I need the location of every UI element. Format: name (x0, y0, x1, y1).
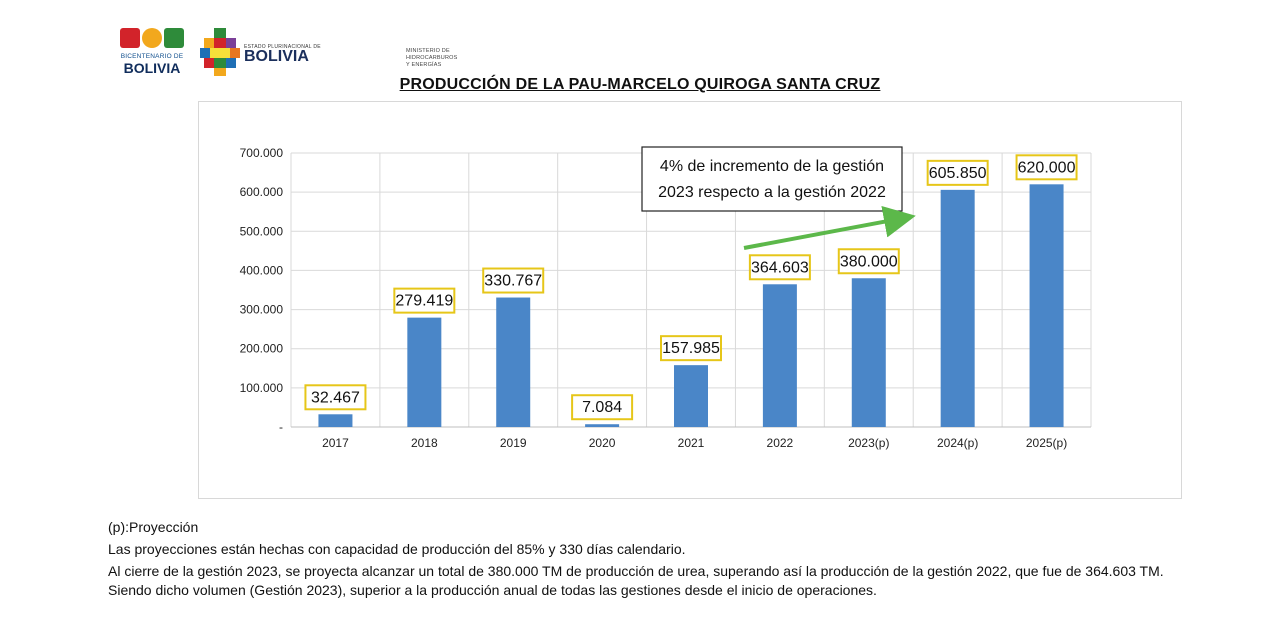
bar (318, 414, 353, 427)
data-label-box (482, 267, 545, 294)
bar (940, 189, 975, 427)
chart-frame: - 100.000 200.000 300.000 400.000 500.000 600.… (198, 101, 1182, 499)
data-label: 364.603 (751, 259, 809, 276)
annotation-box (641, 146, 903, 212)
data-label-box (571, 394, 634, 421)
bicentenario-subtitle: BICENTENARIO DE (120, 53, 184, 60)
data-label-box (837, 248, 900, 275)
y-tick-label: 200.000 (240, 342, 284, 356)
data-label-box (748, 254, 811, 281)
y-tick-label: 600.000 (240, 185, 284, 199)
bar (851, 278, 886, 427)
annotation-text: 4% de incremento de la gestión (660, 158, 884, 175)
bar (496, 297, 531, 427)
bar (1029, 184, 1064, 427)
estado-plurinacional-logo: ESTADO PLURINACIONAL DE BOLIVIA MINISTER… (200, 28, 457, 76)
bar (407, 317, 442, 427)
estado-subtitle: ESTADO PLURINACIONAL DE (244, 44, 321, 50)
note-summary: Al cierre de la gestión 2023, se proyect… (108, 563, 1164, 598)
bicentenario-name: BOLIVIA (123, 60, 181, 76)
data-label: 605.850 (929, 165, 987, 182)
data-label-box (926, 159, 989, 186)
data-label: 620.000 (1018, 159, 1076, 176)
ministerio-line: HIDROCARBUROS Y ENERGÍAS (406, 55, 458, 68)
data-label-box (304, 384, 367, 411)
data-label-box (1015, 154, 1078, 181)
y-tick-label: 500.000 (240, 224, 284, 238)
data-label: 330.767 (484, 273, 542, 290)
y-tick-label: 400.000 (240, 263, 284, 277)
annotation-text: 2023 respecto a la gestión 2022 (658, 184, 886, 201)
y-tick-label: 700.000 (240, 146, 284, 160)
increase-arrow-icon (743, 205, 916, 250)
y-tick-label: - (279, 420, 283, 434)
x-tick-label: 2017 (322, 436, 349, 450)
x-tick-label: 2022 (767, 436, 794, 450)
estado-name: BOLIVIA (244, 48, 309, 65)
bar (762, 284, 797, 427)
note-capacity: Las proyecciones están hechas con capaci… (108, 541, 686, 557)
x-tick-label: 2025(p) (1026, 436, 1067, 450)
page-title: PRODUCCIÓN DE LA PAU-MARCELO QUIROGA SAN… (399, 76, 881, 93)
production-bar-chart: - 100.000 200.000 300.000 400.000 500.000 600.… (240, 146, 1092, 450)
data-label-box (393, 287, 456, 314)
x-tick-label: 2024(p) (937, 436, 978, 450)
bar (585, 424, 620, 427)
x-tick-label: 2021 (678, 436, 705, 450)
data-label: 380.000 (840, 253, 898, 270)
data-label-box (660, 335, 722, 362)
data-label: 32.467 (311, 389, 360, 406)
data-label: 157.985 (662, 340, 720, 357)
x-tick-label: 2018 (411, 436, 438, 450)
ministerio-label: MINISTERIO DE HIDROCARBUROS Y ENERGÍAS (406, 48, 458, 69)
data-label: 279.419 (395, 293, 453, 310)
x-tick-label: 2020 (589, 436, 616, 450)
ministerio-line: MINISTERIO DE (406, 48, 450, 54)
chart-notes: (p):Proyección Las proyecciones están he… (108, 518, 1188, 603)
y-tick-label: 300.000 (240, 303, 284, 317)
bar (674, 365, 708, 427)
y-tick-label: 100.000 (240, 381, 284, 395)
note-projection-legend: (p):Proyección (108, 519, 199, 535)
x-tick-label: 2023(p) (848, 436, 889, 450)
x-tick-label: 2019 (500, 436, 527, 450)
data-label: 7.084 (582, 399, 622, 416)
wiphala-emblem-icon (200, 28, 240, 76)
bicentenario-emblem-icon (120, 28, 184, 50)
bicentenario-logo: BICENTENARIO DE BOLIVIA (116, 24, 188, 80)
